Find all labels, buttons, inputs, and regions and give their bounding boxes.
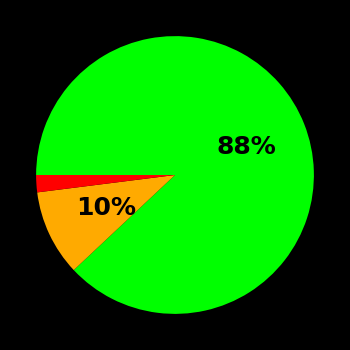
Text: 88%: 88% xyxy=(216,135,276,159)
Wedge shape xyxy=(36,36,314,314)
Wedge shape xyxy=(37,175,175,270)
Text: 10%: 10% xyxy=(76,196,136,219)
Wedge shape xyxy=(36,175,175,192)
